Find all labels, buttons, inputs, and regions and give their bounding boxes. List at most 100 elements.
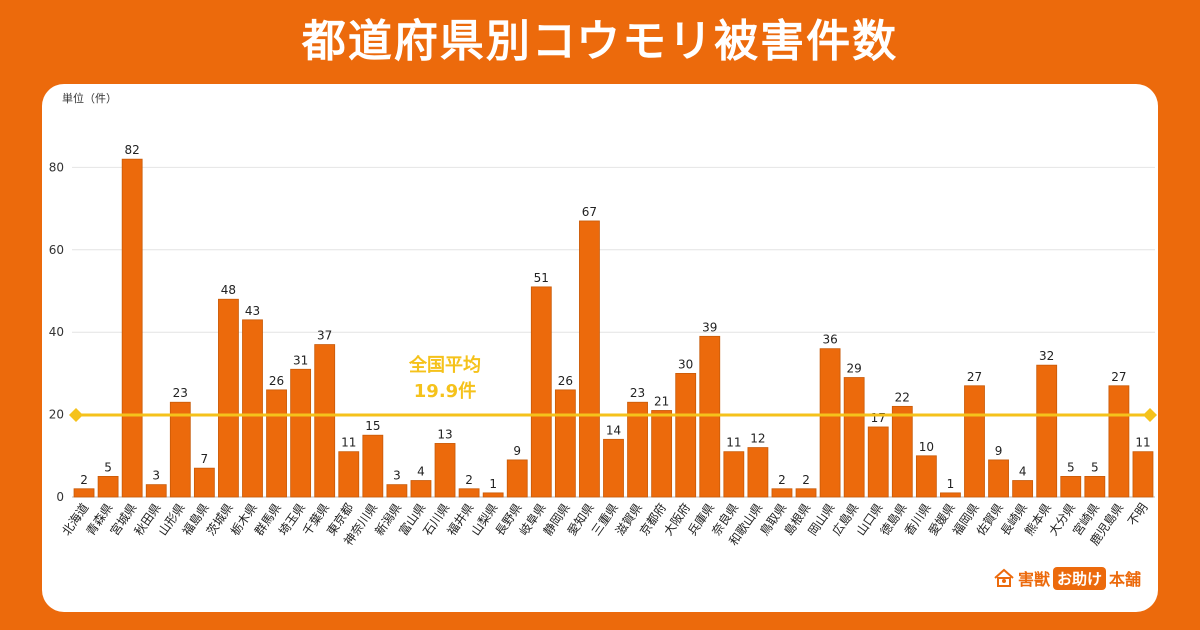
average-value-label: 19.9件 <box>414 380 476 402</box>
bar <box>290 368 312 498</box>
average-marker <box>69 408 83 423</box>
data-label: 31 <box>293 353 308 367</box>
bar <box>410 480 432 498</box>
bar <box>266 389 287 498</box>
data-label: 1 <box>489 477 497 491</box>
bar <box>988 459 1009 498</box>
bar <box>843 377 865 498</box>
data-label: 26 <box>269 374 284 388</box>
bar <box>1012 480 1034 498</box>
bar <box>362 434 384 498</box>
data-label: 82 <box>125 143 140 157</box>
bar <box>603 438 624 498</box>
bar <box>1060 475 1082 498</box>
bar <box>747 447 769 498</box>
data-label: 39 <box>702 320 717 334</box>
data-label: 1 <box>947 477 955 491</box>
average-marker <box>1143 408 1157 423</box>
bar <box>506 459 528 498</box>
bar <box>795 488 817 498</box>
data-label: 32 <box>1039 349 1054 363</box>
data-label: 30 <box>678 357 693 371</box>
data-label: 5 <box>1091 460 1099 474</box>
bar <box>627 401 648 498</box>
data-label: 2 <box>802 473 810 487</box>
data-label: 3 <box>393 469 401 483</box>
data-label: 5 <box>1067 460 1075 474</box>
data-label: 36 <box>822 333 837 347</box>
bar <box>97 475 119 498</box>
data-label: 29 <box>847 362 862 376</box>
bar <box>1132 451 1154 498</box>
bar <box>819 348 841 498</box>
x-tick-label: 不明 <box>1125 501 1150 529</box>
data-label: 15 <box>365 419 380 433</box>
data-label: 51 <box>534 271 549 285</box>
average-label: 全国平均 <box>408 354 481 376</box>
data-label: 23 <box>630 386 645 400</box>
bar <box>915 455 937 498</box>
bar <box>723 451 745 498</box>
unit-label: 単位（件） <box>62 92 117 105</box>
data-label: 10 <box>919 440 934 454</box>
data-label: 11 <box>726 436 741 450</box>
bar <box>193 467 215 498</box>
y-tick-label: 20 <box>49 408 64 422</box>
data-label: 2 <box>778 473 786 487</box>
data-label: 14 <box>606 423 621 437</box>
bar <box>314 344 336 498</box>
data-label: 17 <box>871 411 886 425</box>
data-label: 27 <box>1111 370 1126 384</box>
bar <box>169 401 191 498</box>
data-label: 2 <box>465 473 473 487</box>
data-label: 48 <box>221 283 236 297</box>
data-label: 7 <box>201 452 209 466</box>
bar <box>458 488 480 498</box>
house-icon <box>994 568 1014 587</box>
data-label: 23 <box>173 386 188 400</box>
data-label: 13 <box>437 427 452 441</box>
data-label: 4 <box>1019 465 1027 479</box>
data-label: 26 <box>558 374 573 388</box>
bar <box>651 410 673 498</box>
data-label: 9 <box>995 444 1003 458</box>
y-tick-label: 40 <box>49 325 64 339</box>
bar <box>579 220 600 498</box>
data-label: 67 <box>582 205 597 219</box>
data-label: 21 <box>654 394 669 408</box>
bar <box>145 484 167 498</box>
data-label: 3 <box>152 469 160 483</box>
data-label: 5 <box>104 460 112 474</box>
brand-logo: 害獣 お助け 本舗 <box>993 566 1141 590</box>
y-tick-label: 0 <box>56 490 64 504</box>
bar <box>386 484 408 498</box>
chart-title: 都道府県別コウモリ被害件数 <box>301 16 899 67</box>
y-tick-label: 80 <box>49 160 64 174</box>
bar <box>554 389 576 498</box>
logo-text-2: お助け <box>1053 566 1107 590</box>
bar <box>73 488 95 498</box>
bar <box>242 319 263 498</box>
data-label: 22 <box>895 390 910 404</box>
data-label: 11 <box>1135 436 1150 450</box>
data-label: 9 <box>513 444 521 458</box>
data-label: 27 <box>967 370 982 384</box>
bar <box>482 492 504 498</box>
data-label: 43 <box>245 304 260 318</box>
logo-text-1: 害獣 <box>1018 570 1051 589</box>
bar <box>771 488 793 498</box>
bar <box>121 158 143 498</box>
bar <box>675 372 697 498</box>
data-label: 4 <box>417 465 425 479</box>
bar <box>1036 364 1058 498</box>
data-label: 37 <box>317 329 332 343</box>
bar <box>699 335 721 498</box>
bar <box>434 443 456 498</box>
bar <box>940 492 961 498</box>
logo-text-3: 本舗 <box>1109 570 1142 589</box>
bar <box>867 426 889 498</box>
data-label: 2 <box>80 473 88 487</box>
bar <box>1084 475 1106 498</box>
bar <box>338 451 360 498</box>
